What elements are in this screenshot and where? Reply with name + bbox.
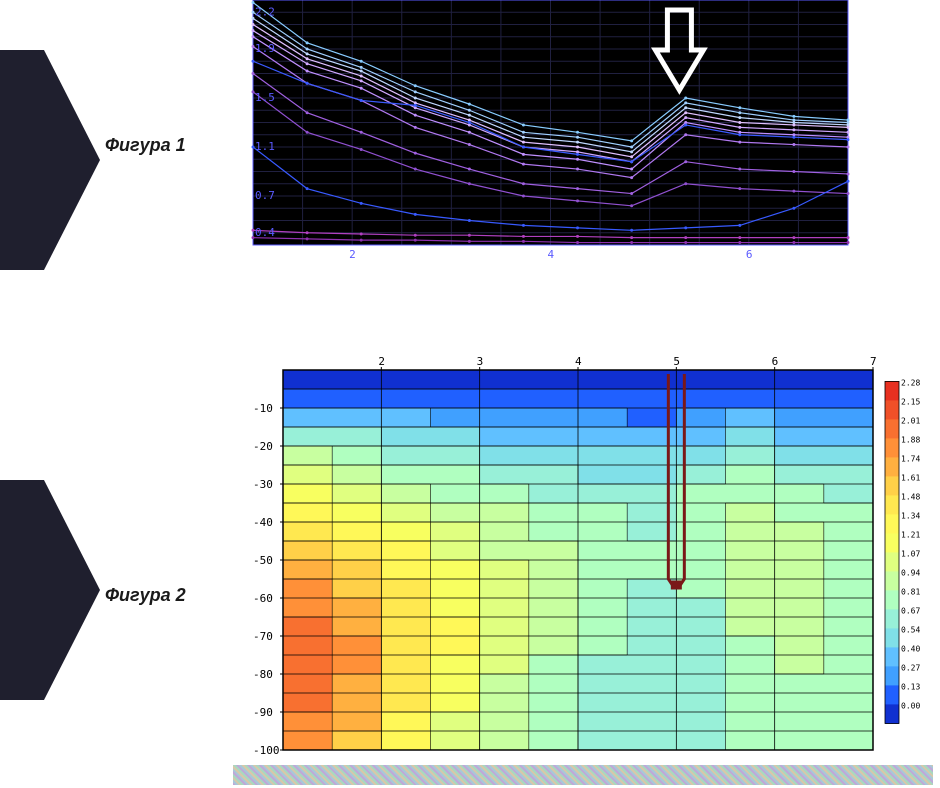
svg-text:1.5: 1.5 <box>255 91 275 104</box>
svg-text:-50: -50 <box>253 554 273 567</box>
svg-text:-80: -80 <box>253 668 273 681</box>
svg-text:6: 6 <box>746 248 753 260</box>
svg-text:-70: -70 <box>253 630 273 643</box>
svg-text:1.61: 1.61 <box>901 473 920 482</box>
figure-2-label: Фигура 2 <box>105 585 186 606</box>
svg-text:7: 7 <box>870 355 877 368</box>
svg-text:0.94: 0.94 <box>901 568 920 577</box>
svg-text:2.01: 2.01 <box>901 416 920 425</box>
svg-text:2: 2 <box>349 248 356 260</box>
svg-text:0.54: 0.54 <box>901 625 920 634</box>
svg-text:2.15: 2.15 <box>901 397 920 406</box>
svg-text:0.67: 0.67 <box>901 606 920 615</box>
svg-text:4: 4 <box>548 248 555 260</box>
svg-text:6: 6 <box>772 355 779 368</box>
svg-text:3: 3 <box>477 355 484 368</box>
svg-text:0.00: 0.00 <box>901 701 920 710</box>
svg-text:0.40: 0.40 <box>901 644 920 653</box>
figure-1-label: Фигура 1 <box>105 135 186 156</box>
svg-text:5: 5 <box>673 355 680 368</box>
svg-text:1.9: 1.9 <box>255 42 275 55</box>
svg-text:-20: -20 <box>253 440 273 453</box>
svg-text:-30: -30 <box>253 478 273 491</box>
svg-text:1.48: 1.48 <box>901 492 920 501</box>
svg-text:-100: -100 <box>253 744 280 755</box>
svg-text:0.27: 0.27 <box>901 663 920 672</box>
svg-text:1.07: 1.07 <box>901 549 920 558</box>
svg-text:0.81: 0.81 <box>901 587 920 596</box>
svg-text:1.74: 1.74 <box>901 454 920 463</box>
svg-text:0.13: 0.13 <box>901 682 920 691</box>
svg-text:2.28: 2.28 <box>901 378 920 387</box>
svg-text:0.4: 0.4 <box>255 226 275 239</box>
svg-text:0.7: 0.7 <box>255 189 275 202</box>
svg-text:-60: -60 <box>253 592 273 605</box>
svg-text:-40: -40 <box>253 516 273 529</box>
chevron-decoration-1 <box>0 50 100 270</box>
svg-text:-90: -90 <box>253 706 273 719</box>
noise-strip <box>233 765 933 785</box>
chevron-decoration-2 <box>0 480 100 700</box>
svg-text:1.21: 1.21 <box>901 530 920 539</box>
figure-1-chart: 0.4 0.7 1.1 1.5 1.9 2.2 2 4 6 <box>233 0 853 260</box>
svg-text:2.2: 2.2 <box>255 5 275 18</box>
figure-2-chart: 2 3 4 5 6 7 -10 -20 -30 -40 -50 -60 -70 -80 -90 -100 2.2… <box>233 350 933 755</box>
svg-text:1.34: 1.34 <box>901 511 920 520</box>
svg-text:2: 2 <box>378 355 385 368</box>
svg-text:1.1: 1.1 <box>255 140 275 153</box>
svg-text:1.88: 1.88 <box>901 435 920 444</box>
svg-text:4: 4 <box>575 355 582 368</box>
svg-text:-10: -10 <box>253 402 273 415</box>
